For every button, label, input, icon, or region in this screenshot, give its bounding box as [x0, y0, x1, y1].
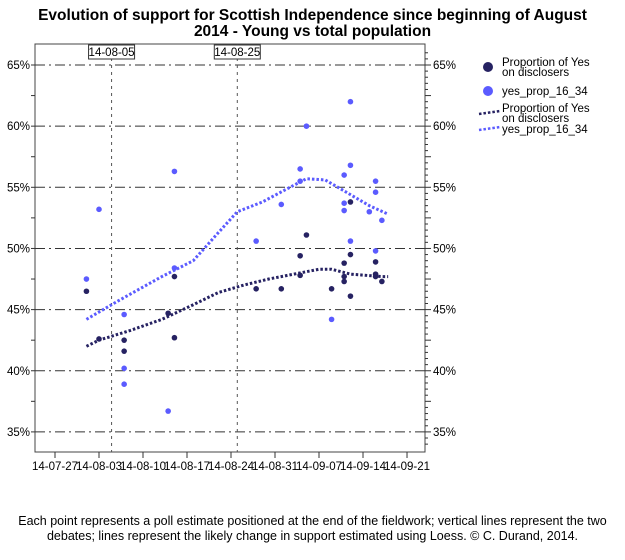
chart-title: Evolution of support for Scottish Indepe…: [0, 8, 625, 40]
y-tick-label-left: 35%: [7, 427, 30, 439]
y-tick-label-right: 65%: [433, 60, 456, 72]
debate-label-box: [88, 44, 136, 60]
data-point-young: [379, 217, 385, 224]
data-point-young: [366, 208, 373, 215]
data-point-young: [165, 408, 171, 414]
data-point-young: [303, 123, 310, 129]
data-point-total: [278, 286, 285, 292]
data-point-young: [121, 311, 127, 318]
y-tick-label-left: 65%: [7, 60, 30, 72]
x-tick-label: 14-08-31: [252, 461, 298, 473]
data-point-young: [372, 248, 379, 254]
y-tick-label-right: 60%: [433, 121, 456, 133]
data-point-total: [379, 278, 385, 285]
y-tick-label-right: 50%: [433, 243, 456, 255]
data-point-young: [347, 162, 354, 169]
data-point-total: [171, 273, 178, 280]
debate-label: 14-08-25: [214, 47, 260, 59]
x-tick-label: 14-08-17: [164, 461, 210, 473]
legend-label: yes_prop_16_34: [502, 124, 588, 136]
data-point-young: [372, 178, 379, 184]
loess-line-young: [85, 177, 389, 321]
y-tick-label-right: 40%: [433, 366, 456, 378]
data-point-total: [121, 348, 127, 354]
x-tick-label: 14-09-21: [384, 461, 430, 473]
data-point-total: [165, 310, 171, 317]
data-point-young: [253, 238, 259, 244]
data-point-young: [278, 201, 285, 208]
data-point-young: [121, 381, 127, 388]
data-point-total: [253, 286, 259, 292]
y-tick-label-right: 35%: [433, 427, 456, 439]
x-tick-label: 14-09-07: [296, 461, 342, 473]
legend-line: [478, 125, 501, 132]
data-point-total: [171, 334, 178, 341]
y-tick-label-left: 60%: [7, 121, 30, 133]
data-point-young: [171, 168, 178, 175]
legend-label: Proportion of Yes: [502, 103, 590, 115]
data-point-young: [341, 207, 347, 214]
data-point-young: [347, 238, 354, 244]
y-tick-label-left: 40%: [7, 366, 30, 378]
data-point-total: [347, 199, 354, 205]
data-point-young: [372, 189, 379, 195]
y-tick-label-left: 45%: [7, 305, 30, 317]
data-point-total: [372, 259, 379, 265]
loess-line-total: [85, 267, 389, 348]
data-point-young: [341, 200, 347, 206]
debate-label-box: [213, 44, 261, 60]
title-line-1: Evolution of support for Scottish Indepe…: [38, 7, 587, 24]
legend-label-cont: on disclosers: [502, 113, 569, 125]
legend-label: Proportion of Yes: [502, 57, 590, 69]
data-point-young: [347, 98, 354, 105]
chart-footer: Each point represents a poll estimate po…: [18, 514, 607, 543]
data-point-total: [347, 251, 354, 258]
data-point-young: [83, 276, 90, 282]
data-point-young: [96, 206, 102, 213]
data-point-total: [341, 273, 347, 280]
data-point-young: [297, 166, 303, 172]
legend-line: [478, 109, 501, 116]
data-point-total: [121, 337, 127, 343]
legend-label: yes_prop_16_34: [502, 86, 588, 98]
title-line-2: 2014 - Young vs total population: [193, 23, 432, 40]
data-point-total: [297, 252, 303, 259]
data-point-young: [328, 316, 335, 323]
y-tick-label-left: 50%: [7, 243, 30, 255]
x-tick-label: 14-07-27: [32, 461, 78, 473]
data-point-young: [341, 172, 347, 178]
chart-svg: 35% 35% 40% 40% 45% 45% 50% 50% 55% 55% 60% 60% 65% 6…: [7, 43, 590, 473]
x-tick-label: 14-09-14: [340, 461, 387, 473]
data-point-total: [347, 293, 354, 299]
data-point-young: [121, 365, 127, 372]
legend-marker: [483, 62, 493, 72]
data-point-total: [341, 260, 347, 266]
data-point-total: [328, 286, 335, 292]
x-tick-label: 14-08-03: [76, 461, 122, 473]
data-point-total: [341, 278, 347, 285]
y-tick-label-right: 45%: [433, 305, 456, 317]
y-tick-label-right: 55%: [433, 182, 456, 194]
y-tick-label-left: 55%: [7, 182, 30, 194]
legend-label-cont: on disclosers: [502, 67, 569, 79]
data-point-total: [83, 288, 90, 295]
legend-marker: [483, 86, 493, 96]
x-tick-label: 14-08-24: [208, 461, 255, 473]
debate-label: 14-08-05: [89, 47, 135, 59]
data-point-total: [303, 232, 310, 238]
x-tick-label: 14-08-10: [120, 461, 166, 473]
